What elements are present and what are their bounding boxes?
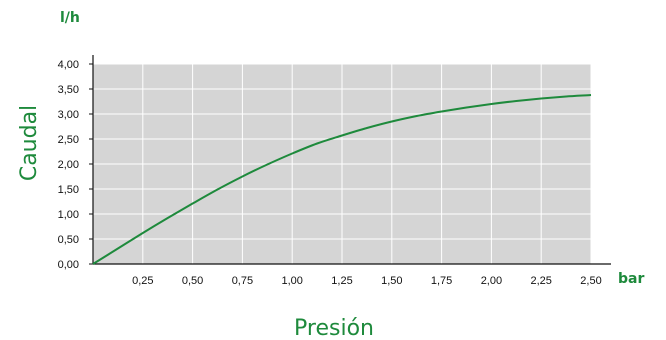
x-tick-label: 2,50 [580, 275, 601, 287]
y-tick-label: 2,50 [58, 134, 79, 146]
y-tick-label: 1,50 [58, 184, 79, 196]
x-tick-label: 1,50 [381, 275, 402, 287]
series-line [92, 94, 592, 265]
x-tick-labels: 0,25 0,50 0,75 1,00 1,25 1,50 1,75 2,00 2,25 2,50 [132, 275, 602, 287]
x-tick-label: 1,25 [331, 275, 352, 287]
x-tick-label: 0,75 [232, 275, 253, 287]
y-tick-label: 3,00 [58, 109, 79, 121]
y-tick-label: 0,50 [58, 234, 79, 246]
x-tick-label: 0,25 [132, 275, 153, 287]
y-axis-title: Caudal [17, 105, 42, 181]
x-tick-label: 0,50 [182, 275, 203, 287]
y-tick-label: 3,50 [58, 84, 79, 96]
y-tick-label: 1,00 [58, 209, 79, 221]
y-unit-label: l/h [60, 10, 80, 26]
x-tick-label: 2,00 [481, 275, 502, 287]
y-tick-label: 4,00 [58, 59, 79, 71]
y-tick-label: 2,00 [58, 159, 79, 171]
x-tick-label: 1,00 [281, 275, 302, 287]
y-tick-labels: 0,00 0,50 1,00 1,50 2,00 2,50 3,00 3,50 4,00 [58, 59, 93, 271]
y-tick-label: 0,00 [58, 259, 79, 271]
x-unit-label: bar [618, 271, 644, 287]
x-tick-label: 1,75 [431, 275, 452, 287]
x-axis-title: Presión [294, 316, 374, 340]
grid-lines [93, 63, 592, 264]
x-tick-label: 2,25 [530, 275, 551, 287]
